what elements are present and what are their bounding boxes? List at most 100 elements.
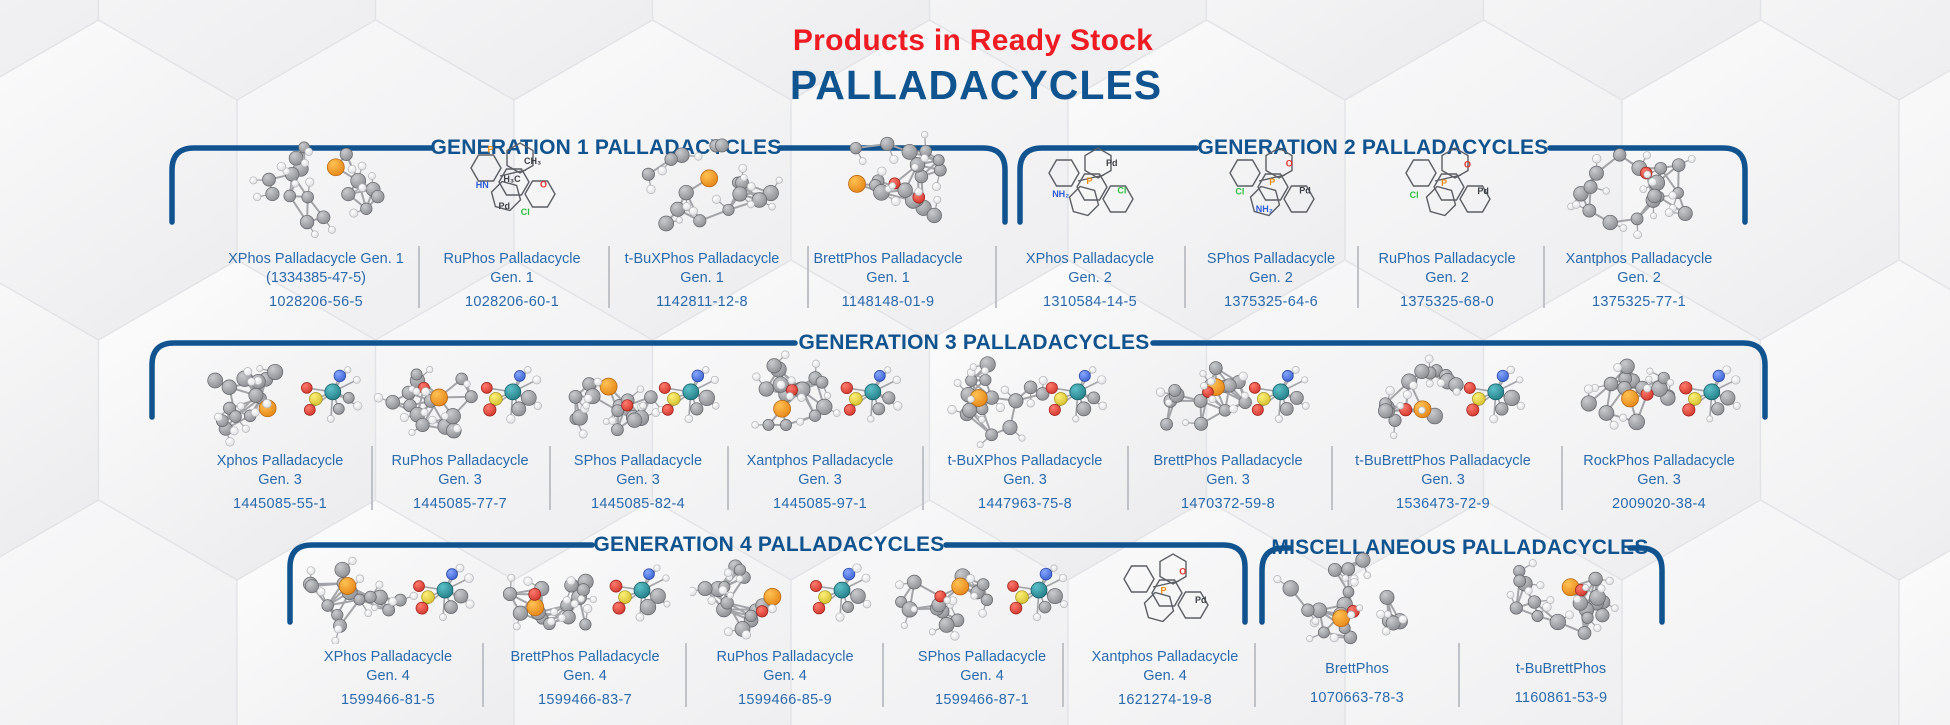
molecule-structure: P O Pd Cl xyxy=(1405,147,1491,217)
svg-text:P: P xyxy=(1441,178,1447,188)
product-name: RockPhos Palladacycle Gen. 3 xyxy=(1571,452,1747,490)
product-cas-number: 2009020-38-4 xyxy=(1612,496,1706,512)
molecule-structure xyxy=(1506,559,1619,640)
svg-text:Pd: Pd xyxy=(1195,595,1207,605)
product-cas-number: 1445085-77-7 xyxy=(413,496,507,512)
column-divider xyxy=(1254,643,1256,707)
product-name-line2: Gen. 4 xyxy=(960,668,1004,684)
molecule-structure: P O Pd Cl NH₂ xyxy=(1229,147,1315,217)
product-cas-number: 1310584-14-5 xyxy=(1043,294,1137,310)
product-name-line1: SPhos Palladacycle xyxy=(1206,251,1336,267)
svg-text:NH₂: NH₂ xyxy=(1256,204,1273,214)
molecule-structure xyxy=(502,564,671,631)
section-header-1: GENERATION 1 PALLADACYCLES xyxy=(430,136,782,159)
product-cas-number: 1445085-82-4 xyxy=(591,496,685,512)
product-cas-number: 1375325-64-6 xyxy=(1224,294,1318,310)
product-name-line1: SPhos Palladacycle xyxy=(573,453,703,469)
column-divider xyxy=(1543,246,1545,308)
product-name-line2: Gen. 2 xyxy=(1249,270,1293,286)
column-divider xyxy=(882,643,884,707)
ready-stock-title: Products in Ready Stock xyxy=(792,24,1154,57)
product-name-line1: Xantphos Palladacycle xyxy=(1565,251,1713,267)
product-name: RuPhos Palladacycle Gen. 3 xyxy=(372,452,548,490)
column-divider xyxy=(922,446,924,510)
product-name: t-BuXPhos Palladacycle Gen. 3 xyxy=(937,452,1113,490)
column-divider xyxy=(685,643,687,707)
product-card: t-BuBrettPhos Palladacycle Gen. 3 153647… xyxy=(1355,346,1531,520)
column-divider xyxy=(807,246,809,308)
molecule-structure xyxy=(207,363,363,447)
product-name: XPhos Palladacycle Gen. 2 xyxy=(1002,250,1178,288)
column-divider xyxy=(1458,643,1460,707)
product-name-line1: t-BuBrettPhos Palladacycle xyxy=(1355,453,1531,469)
product-cas-number: 1028206-60-1 xyxy=(465,294,559,310)
product-cas-number: 1445085-55-1 xyxy=(233,496,327,512)
product-name-line2: Gen. 4 xyxy=(1143,668,1187,684)
product-cas-number: 1599466-85-9 xyxy=(738,692,832,708)
product-card: P O Pd Cl NH₂ SPhos Palladacycle Gen. 2 1375… xyxy=(1183,132,1359,318)
product-cas-number: 1375325-68-0 xyxy=(1400,294,1494,310)
product-name: BrettPhos xyxy=(1262,660,1452,679)
svg-text:NH₂: NH₂ xyxy=(1052,189,1069,199)
product-name-line1: XPhos Palladacycle xyxy=(1025,251,1155,267)
product-card: XPhos Palladacycle Gen. 4 1599466-81-5 xyxy=(293,546,483,716)
product-name-line1: BrettPhos Palladacycle xyxy=(510,649,660,665)
product-name-line1: RuPhos Palladacycle xyxy=(391,453,529,469)
molecule-structure xyxy=(895,564,1068,641)
molecule-structure xyxy=(1567,148,1696,240)
svg-text:Cl: Cl xyxy=(521,207,530,217)
svg-text:Pd: Pd xyxy=(498,201,510,211)
product-card: P O Pd Cl RuPhos Palladacycle Gen. 2 137532… xyxy=(1359,132,1535,318)
product-name-line2: Gen. 4 xyxy=(763,668,807,684)
product-name: BrettPhos Palladacycle Gen. 4 xyxy=(490,648,680,686)
product-name-line2: Gen. 1 xyxy=(680,270,724,286)
molecule-structure xyxy=(1155,361,1310,431)
palladacycles-title: PALLADACYCLES xyxy=(789,62,1163,108)
molecule-structure xyxy=(1580,358,1741,431)
product-name-line2: Gen. 1 xyxy=(866,270,910,286)
section-brackets xyxy=(149,145,1768,625)
product-card: BrettPhos Palladacycle Gen. 3 1470372-59… xyxy=(1140,346,1316,520)
product-name: XPhos Palladacycle Gen. 4 xyxy=(293,648,483,686)
product-name: Xphos Palladacycle Gen. 3 xyxy=(192,452,368,490)
svg-text:O: O xyxy=(1464,160,1471,170)
column-divider xyxy=(1331,446,1333,510)
svg-text:Cl: Cl xyxy=(1235,187,1244,197)
molecule-structure: P O Pd xyxy=(1123,553,1209,623)
molecule-structure xyxy=(690,559,872,640)
product-name-line2: (1334385-47-5) xyxy=(266,270,366,286)
product-name-line1: Xphos Palladacycle xyxy=(216,453,344,469)
molecule-structure xyxy=(947,356,1108,448)
product-name-line2: Gen. 4 xyxy=(366,668,410,684)
product-name-line2: Gen. 3 xyxy=(798,472,842,488)
product-name-line2: Gen. 3 xyxy=(1206,472,1250,488)
product-name-line1: t-BuXPhos Palladacycle xyxy=(624,251,780,267)
product-name-line1: RuPhos Palladacycle xyxy=(716,649,854,665)
product-card: P O Pd Xantphos Palladacycle Gen. 4 162127… xyxy=(1070,546,1260,716)
svg-text:P: P xyxy=(487,145,493,155)
svg-text:Cl: Cl xyxy=(1117,185,1126,195)
product-cas-number: 1028206-56-5 xyxy=(269,294,363,310)
svg-text:H₃C: H₃C xyxy=(503,174,521,184)
product-name-line2: Gen. 4 xyxy=(563,668,607,684)
product-card: H₃C CH₃ O HN Pd Cl P RuPhos Palladacycle Gen. … xyxy=(416,124,608,318)
section-header-3: GENERATION 3 PALLADACYCLES xyxy=(798,331,1150,354)
product-name-line1: Xantphos Palladacycle xyxy=(746,453,894,469)
column-divider xyxy=(482,643,484,707)
column-divider xyxy=(1357,246,1359,308)
product-cas-number: 1070663-78-3 xyxy=(1310,690,1404,706)
product-name-line1: BrettPhos Palladacycle xyxy=(1153,453,1303,469)
svg-text:P: P xyxy=(1086,176,1092,186)
product-card: t-BuBrettPhos 1160861-53-9 xyxy=(1466,542,1656,714)
product-name: SPhos Palladacycle Gen. 4 xyxy=(887,648,1077,686)
product-card: t-BuXPhos Palladacycle Gen. 1 1142811-12… xyxy=(606,124,798,318)
product-name-line2: Gen. 3 xyxy=(258,472,302,488)
product-name: t-BuBrettPhos Palladacycle Gen. 3 xyxy=(1355,452,1531,490)
svg-text:Pd: Pd xyxy=(1106,158,1118,168)
product-name: RuPhos Palladacycle Gen. 4 xyxy=(690,648,880,686)
product-name-line2: Gen. 3 xyxy=(1637,472,1681,488)
molecule-structure xyxy=(1378,354,1525,440)
molecule-structure xyxy=(641,138,783,232)
column-divider xyxy=(608,246,610,308)
